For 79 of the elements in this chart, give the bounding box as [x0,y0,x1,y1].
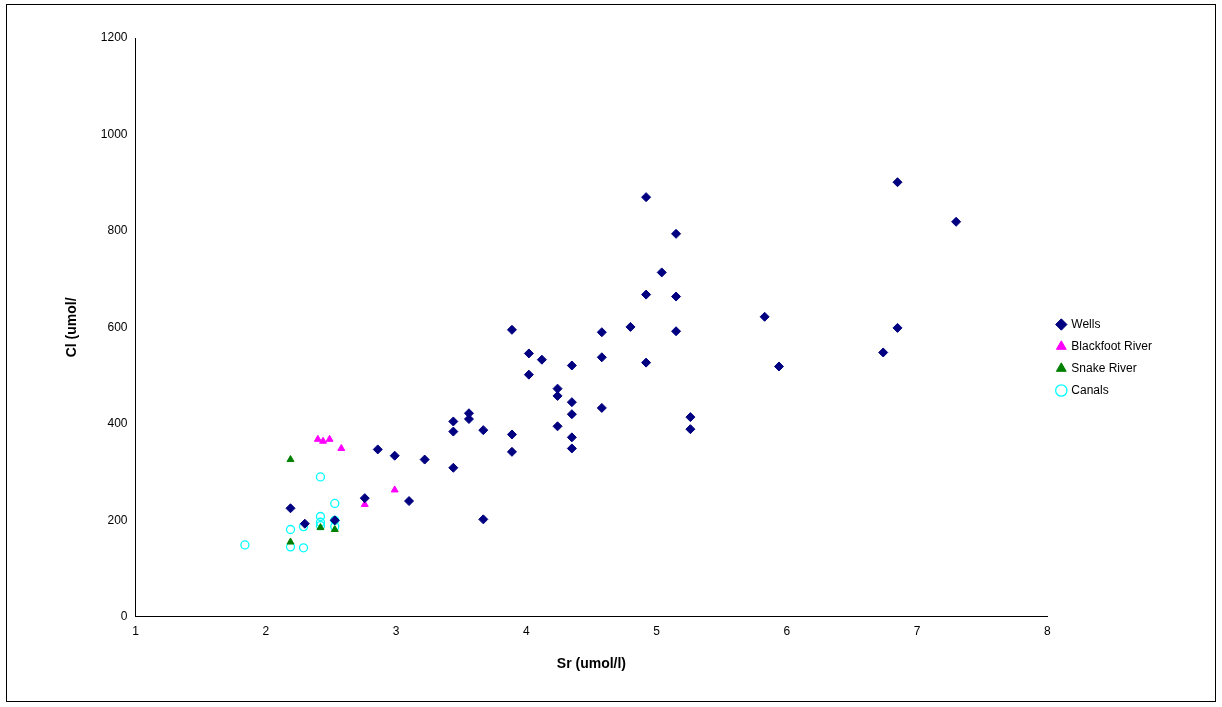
x-tick-label: 2 [262,624,270,639]
point [315,472,326,482]
point [389,450,400,461]
x-tick-label: 7 [913,624,921,639]
y-tick-label: 1000 [100,126,128,141]
point [448,416,459,427]
point [330,521,340,532]
point [596,352,607,363]
point [330,525,339,532]
x-tick-label: 3 [392,624,400,639]
point [359,493,370,504]
point [330,498,340,509]
point [506,429,517,440]
x-axis-title: Sr (umol/l) [556,655,627,672]
point [478,425,489,436]
point [313,434,322,442]
point [319,436,328,444]
point [892,177,903,188]
point [506,446,517,457]
point [419,454,430,465]
point [892,322,903,333]
point [596,402,607,413]
point [523,348,534,359]
x-tick-label: 5 [653,624,661,639]
point [325,434,334,442]
point [596,327,607,338]
y-tick-label: 400 [107,416,128,431]
point [506,324,517,335]
point [390,485,399,493]
point [656,267,667,278]
point [671,291,682,302]
point [298,543,309,553]
point [536,354,547,365]
point [671,228,682,239]
point [951,216,962,227]
point [878,347,889,358]
point [337,443,346,451]
point [685,424,696,435]
point [566,409,577,420]
point [372,444,383,455]
x-tick-label: 8 [1043,624,1051,639]
y-tick-label: 200 [107,512,128,527]
legend-label: Canals [1071,382,1109,397]
point [566,397,577,408]
point [286,537,295,545]
point [566,360,577,371]
point [671,326,682,337]
point [566,432,577,443]
point [404,496,415,507]
y-tick-label: 0 [120,609,128,624]
point [478,514,489,525]
point [285,524,296,535]
x-tick-label: 6 [783,624,791,639]
y-tick-label: 800 [107,223,128,238]
point [315,511,326,522]
point [523,369,534,380]
point [448,462,459,473]
point [566,443,577,454]
point [641,192,652,203]
point [285,503,296,514]
point [685,412,696,423]
point [315,517,326,527]
x-tick-label: 4 [522,624,530,639]
x-tick-label: 1 [132,624,140,639]
legend-label: Snake River [1071,360,1137,375]
y-tick-label: 600 [107,319,128,334]
point [641,357,652,368]
point [552,421,563,432]
point [773,361,784,372]
point [625,321,636,332]
point [448,426,459,437]
point [240,540,250,550]
y-tick-label: 1200 [100,30,128,45]
legend-label: Wells [1071,316,1101,331]
y-axis-title: Cl (umol/ [63,297,80,358]
legend-label: Blackfoot River [1071,338,1153,353]
point [286,455,295,463]
point [759,311,770,322]
point [641,289,652,300]
